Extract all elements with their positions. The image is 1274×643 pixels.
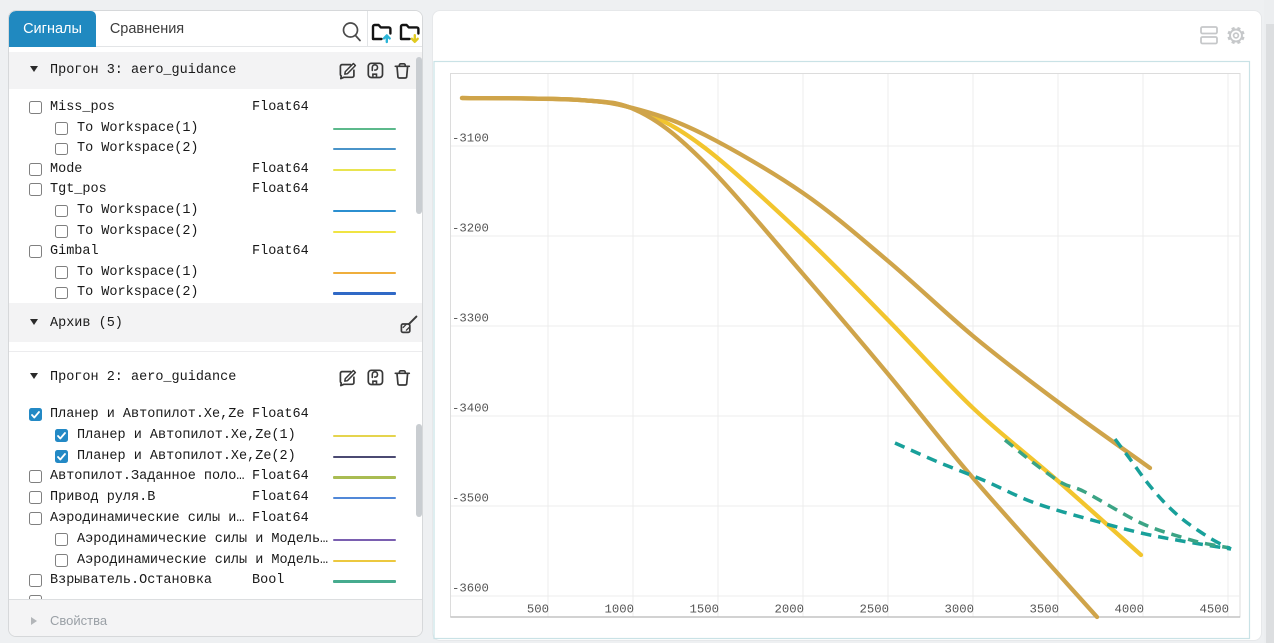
- svg-text:500: 500: [527, 603, 549, 617]
- svg-text:2500: 2500: [859, 603, 889, 617]
- svg-text:3000: 3000: [944, 603, 974, 617]
- svg-text:4000: 4000: [1114, 603, 1144, 617]
- svg-text:-3300: -3300: [452, 312, 489, 326]
- svg-text:-3400: -3400: [452, 402, 489, 416]
- svg-text:1000: 1000: [604, 603, 634, 617]
- svg-text:-3100: -3100: [452, 132, 489, 146]
- svg-text:-3600: -3600: [452, 582, 489, 596]
- svg-text:2000: 2000: [774, 603, 804, 617]
- svg-text:3500: 3500: [1029, 603, 1059, 617]
- svg-text:-3200: -3200: [452, 222, 489, 236]
- svg-text:1500: 1500: [689, 603, 719, 617]
- svg-text:-3500: -3500: [452, 492, 489, 506]
- svg-text:4500: 4500: [1199, 603, 1229, 617]
